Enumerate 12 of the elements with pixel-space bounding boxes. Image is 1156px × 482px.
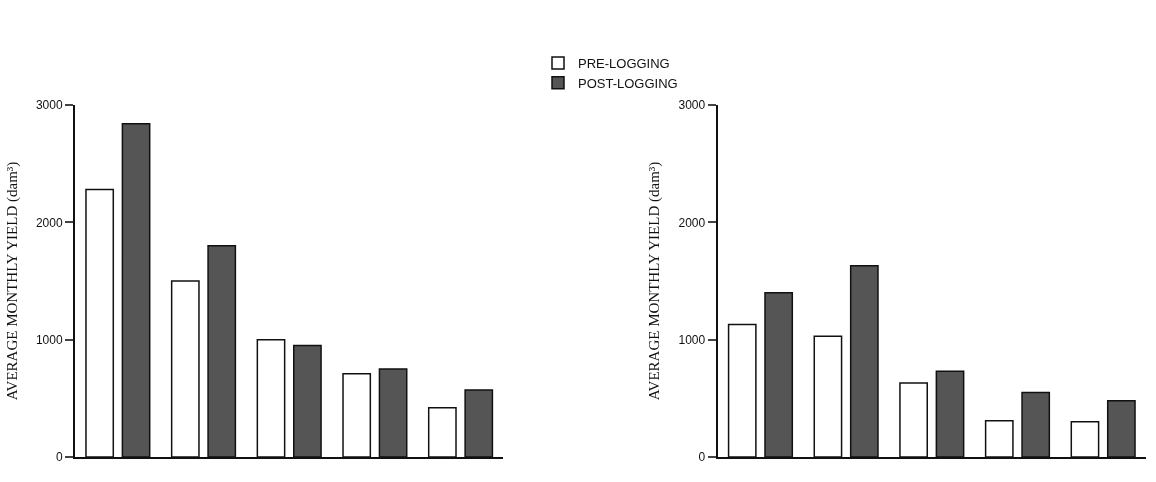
y-axis-title: AVERAGE MONTHLY YIELD (dam³)	[3, 161, 21, 401]
y-tick-label: 1000	[35, 332, 63, 347]
y-tick-label: 0	[55, 450, 63, 465]
y-axis-title: AVERAGE MONTHLY YIELD (dam³)	[646, 161, 664, 401]
y-tick-label: 3000	[35, 98, 63, 113]
y-tick-label: 0	[698, 450, 706, 465]
legend-label: PRE-LOGGING	[578, 55, 670, 71]
legend-label: POST-LOGGING	[578, 75, 678, 91]
y-tick-label: 2000	[678, 215, 706, 230]
y-tick-label: 2000	[35, 215, 63, 230]
y-tick-label: 1000	[678, 332, 706, 347]
y-tick-label: 3000	[678, 98, 706, 113]
